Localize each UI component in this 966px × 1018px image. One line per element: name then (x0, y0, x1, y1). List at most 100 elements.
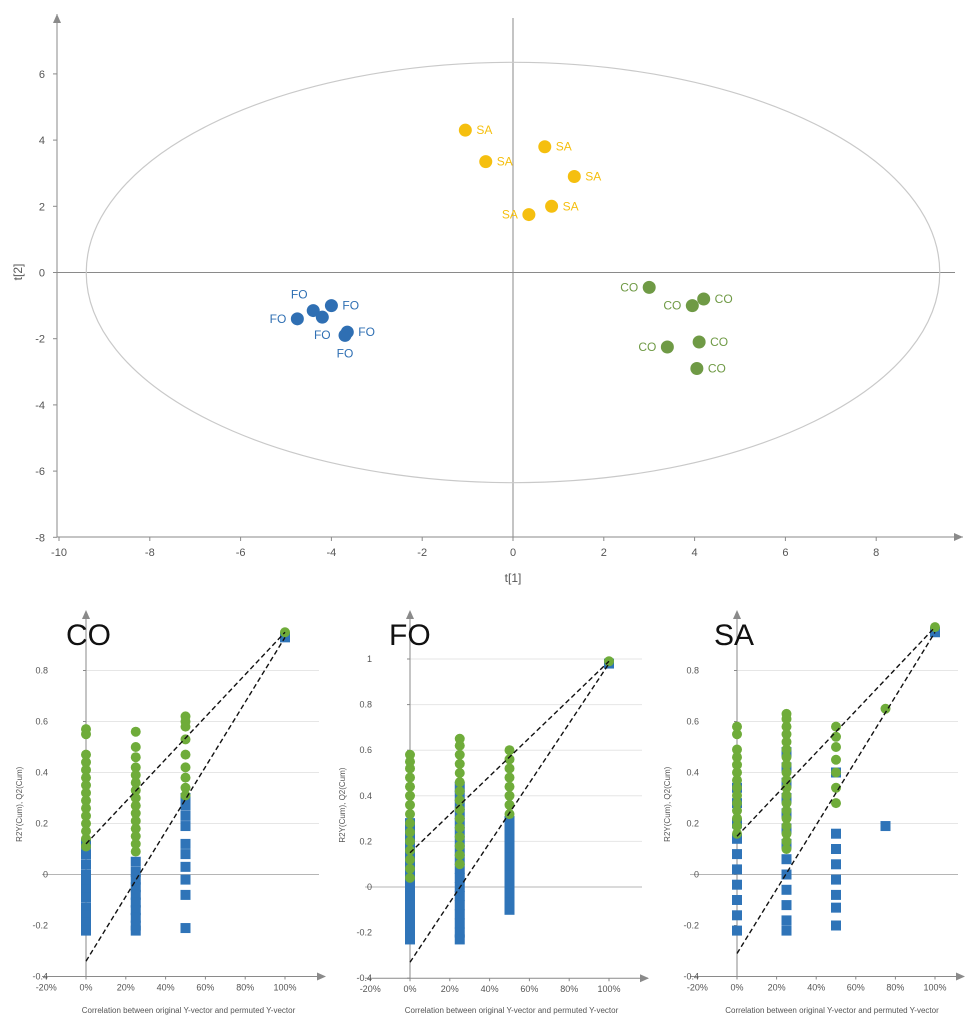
r2y-point (454, 749, 465, 760)
r2y-point (81, 810, 91, 821)
r2y-point (130, 815, 141, 826)
q2-point (81, 925, 91, 936)
r2y-point (180, 734, 191, 745)
q2-point (180, 923, 191, 934)
point-label-fo: FO (291, 288, 308, 302)
x-tick-label: -8 (145, 547, 155, 559)
y-tick-label: 0 (694, 870, 699, 880)
point-label-fo: FO (358, 325, 375, 339)
data-point-co (685, 299, 699, 313)
point-label-sa: SA (563, 199, 579, 213)
y-axis-label: R2Y(Cum), Q2(Cum) (15, 766, 24, 841)
y-tick-label: 0.6 (359, 745, 372, 755)
permutation-plot-fo: -20% 0% 20% 40% 60% 80% 100% -0.4 -0.2 0 0.2 0.4 0.6… (338, 610, 649, 1015)
r2y-point (781, 775, 792, 786)
q2-point (81, 902, 91, 913)
r2y-point (732, 775, 742, 786)
r2y-point (880, 703, 891, 714)
y-tick-label: 4 (39, 135, 45, 147)
point-label-fo: FO (270, 312, 287, 326)
r2y-point (781, 821, 792, 832)
q2-point (180, 889, 191, 900)
r2y-point (732, 721, 742, 732)
data-point-fo (306, 304, 320, 318)
q2-point (831, 920, 841, 931)
q2-point (732, 849, 742, 860)
r2y-point (781, 767, 792, 778)
q2-point (180, 800, 191, 811)
x-tick-label: 8 (873, 547, 879, 559)
q2-point (504, 815, 515, 826)
point-label-fo: FO (342, 299, 359, 313)
x-tick-label: 20% (117, 983, 135, 993)
r2y-point (454, 859, 465, 870)
data-point-co (692, 335, 706, 349)
q2-point (130, 874, 141, 885)
r2y-point (781, 844, 792, 854)
r2y-point (732, 759, 742, 770)
y-tick-label: 0.4 (359, 791, 372, 801)
q2-point (405, 909, 415, 920)
point-label-sa: SA (556, 140, 572, 154)
y-tick-label: 0.2 (35, 819, 48, 829)
r2y-point (831, 782, 841, 793)
q2-point (831, 844, 841, 854)
q2-point (81, 892, 91, 903)
q2-point (732, 864, 742, 875)
r2y-point (180, 790, 191, 801)
point-label-co: CO (663, 299, 681, 313)
q2-point (405, 927, 415, 938)
y-axis-label: R2Y(Cum), Q2(Cum) (663, 766, 672, 841)
y-tick-label: 0.4 (686, 768, 699, 778)
r2y-point (130, 742, 141, 752)
q2-point (504, 834, 515, 845)
r2y-point (504, 754, 515, 765)
r2y-point (504, 781, 515, 792)
data-point-co (660, 340, 674, 354)
r2y-point (454, 768, 465, 778)
data-point-co (697, 292, 711, 306)
data-point-sa (479, 155, 493, 169)
permutation-plot-sa: -20% 0% 20% 40% 60% 80% 100% -0.4 -0.2 0 0.2 0.4 0.6… (663, 610, 965, 1015)
y-tick-label: -0.4 (32, 972, 48, 982)
q2-point (130, 882, 141, 893)
r2y-point (405, 781, 415, 792)
data-point-fo (290, 312, 304, 326)
y-tick-label: 2 (39, 201, 45, 213)
r2y-point (405, 763, 415, 774)
r2y-point (781, 729, 792, 740)
point-label-co: CO (710, 335, 728, 349)
r2y-point (732, 828, 742, 839)
r2y-point (130, 762, 141, 773)
point-label-co: CO (708, 361, 726, 375)
y-tick-label: 0.2 (359, 836, 372, 846)
q2-point (504, 861, 515, 872)
panel-title: FO (389, 619, 431, 652)
q2-point (130, 925, 141, 936)
q2-point (781, 854, 792, 865)
q2-point (130, 889, 141, 900)
x-tick-label: -2 (417, 547, 427, 559)
r2y-point (454, 840, 465, 851)
data-point-sa (545, 199, 559, 213)
r2y-point (781, 736, 792, 747)
r2y-point (732, 782, 742, 793)
q2-point (405, 891, 415, 902)
q2-point (831, 902, 841, 913)
data-point-sa (522, 208, 536, 222)
point-label-sa: SA (476, 123, 492, 137)
y-tick-label: 0.2 (686, 819, 699, 829)
x-tick-label: -4 (327, 547, 337, 559)
point-label-fo: FO (314, 328, 331, 342)
r2y-point (405, 756, 415, 767)
r2y-point (454, 822, 465, 833)
point-label-co: CO (620, 280, 638, 294)
r2y-point (81, 749, 91, 760)
q2-point (130, 905, 141, 916)
y-tick-label: 1 (367, 654, 372, 664)
r2y-point (454, 733, 465, 744)
r2y-point (504, 745, 515, 756)
x-tick-label: -20% (360, 984, 381, 994)
r2y-point (781, 713, 792, 724)
